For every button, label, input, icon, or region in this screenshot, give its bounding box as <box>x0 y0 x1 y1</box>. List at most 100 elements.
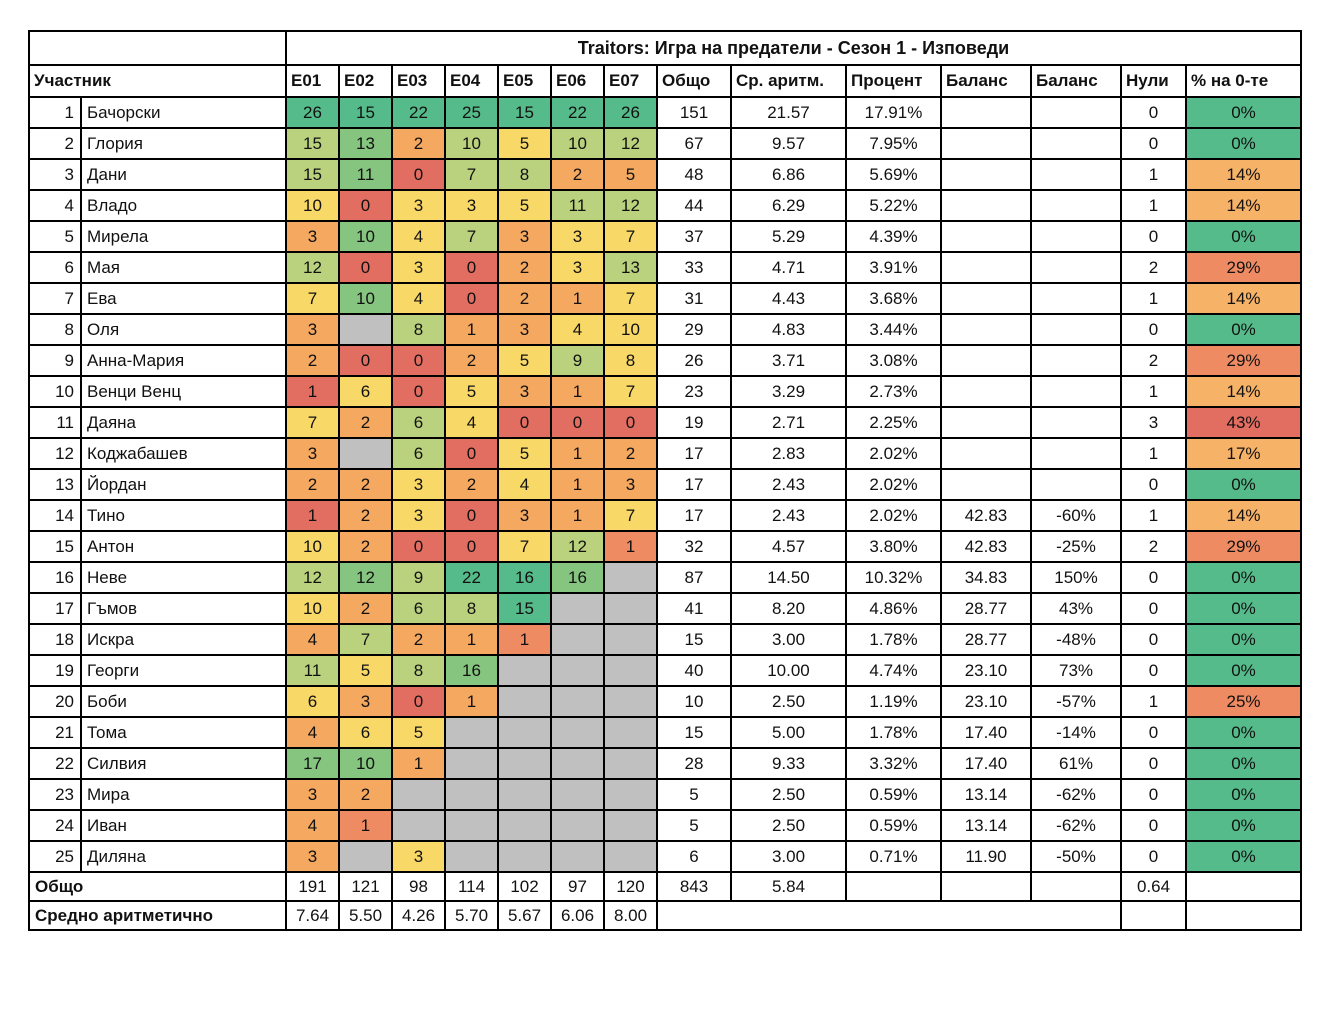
cell-e03[interactable]: 0 <box>391 158 446 191</box>
cell-e03[interactable]: 1 <box>391 747 446 780</box>
cell-e06[interactable]: 0 <box>550 406 605 439</box>
cell-e05[interactable] <box>497 654 552 687</box>
row-number[interactable]: 7 <box>28 282 82 315</box>
cell-e04[interactable]: 4 <box>444 406 499 439</box>
participant-name[interactable]: Искра <box>80 623 287 656</box>
header-e03[interactable]: E03 <box>391 64 446 98</box>
cell-balance-1[interactable] <box>940 437 1032 470</box>
cell-e06[interactable]: 12 <box>550 530 605 563</box>
cell-e07[interactable] <box>603 623 658 656</box>
cell-total[interactable]: 17 <box>656 468 732 501</box>
cell-zeros[interactable]: 1 <box>1120 685 1187 718</box>
cell-average[interactable]: 14.50 <box>730 561 847 594</box>
cell-e01[interactable]: 10 <box>285 530 340 563</box>
cell-percent[interactable]: 3.68% <box>845 282 942 315</box>
cell-percent[interactable]: 1.19% <box>845 685 942 718</box>
cell-balance-2[interactable]: -60% <box>1030 499 1122 532</box>
cell-average[interactable]: 4.57 <box>730 530 847 563</box>
participant-name[interactable]: Гъмов <box>80 592 287 625</box>
row-number[interactable]: 12 <box>28 437 82 470</box>
participant-name[interactable]: Бачорски <box>80 96 287 129</box>
cell-e05[interactable]: 5 <box>497 344 552 377</box>
cell-e03[interactable]: 2 <box>391 127 446 160</box>
cell-percent[interactable]: 3.32% <box>845 747 942 780</box>
cell-e05[interactable]: 8 <box>497 158 552 191</box>
header-e07[interactable]: E07 <box>603 64 658 98</box>
means-e06[interactable]: 6.06 <box>550 900 605 931</box>
cell-e06[interactable] <box>550 747 605 780</box>
cell-e01[interactable]: 3 <box>285 220 340 253</box>
cell-e06[interactable]: 2 <box>550 158 605 191</box>
cell-balance-1[interactable] <box>940 189 1032 222</box>
cell-percent[interactable]: 10.32% <box>845 561 942 594</box>
participant-name[interactable]: Глория <box>80 127 287 160</box>
cell-e04[interactable] <box>444 809 499 842</box>
cell-balance-1[interactable]: 17.40 <box>940 716 1032 749</box>
header-total[interactable]: Общо <box>656 64 732 98</box>
cell-e04[interactable] <box>444 840 499 873</box>
participant-name[interactable]: Венци Венц <box>80 375 287 408</box>
participant-name[interactable]: Владо <box>80 189 287 222</box>
cell-e06[interactable] <box>550 809 605 842</box>
cell-e04[interactable]: 25 <box>444 96 499 129</box>
cell-balance-2[interactable] <box>1030 313 1122 346</box>
participant-name[interactable]: Диляна <box>80 840 287 873</box>
totals-balance-2[interactable] <box>1030 871 1122 902</box>
cell-e04[interactable]: 0 <box>444 530 499 563</box>
cell-percent[interactable]: 2.73% <box>845 375 942 408</box>
cell-average[interactable]: 6.29 <box>730 189 847 222</box>
cell-zero-pct[interactable]: 0% <box>1185 127 1302 160</box>
cell-e06[interactable]: 22 <box>550 96 605 129</box>
cell-balance-1[interactable]: 28.77 <box>940 623 1032 656</box>
cell-balance-2[interactable] <box>1030 282 1122 315</box>
cell-e04[interactable]: 8 <box>444 592 499 625</box>
cell-total[interactable]: 67 <box>656 127 732 160</box>
cell-balance-1[interactable] <box>940 344 1032 377</box>
cell-e05[interactable]: 5 <box>497 127 552 160</box>
means-e07[interactable]: 8.00 <box>603 900 658 931</box>
cell-e07[interactable]: 8 <box>603 344 658 377</box>
cell-e07[interactable] <box>603 716 658 749</box>
cell-balance-1[interactable]: 34.83 <box>940 561 1032 594</box>
participant-name[interactable]: Коджабашев <box>80 437 287 470</box>
cell-total[interactable]: 19 <box>656 406 732 439</box>
cell-e06[interactable]: 1 <box>550 375 605 408</box>
totals-e03[interactable]: 98 <box>391 871 446 902</box>
cell-e05[interactable]: 15 <box>497 96 552 129</box>
corner-cell[interactable] <box>28 30 287 66</box>
cell-balance-2[interactable]: 150% <box>1030 561 1122 594</box>
participant-name[interactable]: Иван <box>80 809 287 842</box>
cell-zeros[interactable]: 0 <box>1120 654 1187 687</box>
cell-average[interactable]: 9.33 <box>730 747 847 780</box>
participant-name[interactable]: Мира <box>80 778 287 811</box>
cell-average[interactable]: 2.71 <box>730 406 847 439</box>
cell-zero-pct[interactable]: 14% <box>1185 375 1302 408</box>
header-e06[interactable]: E06 <box>550 64 605 98</box>
cell-total[interactable]: 15 <box>656 716 732 749</box>
cell-e01[interactable]: 3 <box>285 778 340 811</box>
cell-e05[interactable] <box>497 809 552 842</box>
cell-percent[interactable]: 5.69% <box>845 158 942 191</box>
cell-e06[interactable]: 16 <box>550 561 605 594</box>
cell-e07[interactable]: 10 <box>603 313 658 346</box>
cell-zero-pct[interactable]: 0% <box>1185 561 1302 594</box>
cell-average[interactable]: 2.50 <box>730 809 847 842</box>
cell-average[interactable]: 10.00 <box>730 654 847 687</box>
means-e03[interactable]: 4.26 <box>391 900 446 931</box>
cell-zero-pct[interactable]: 0% <box>1185 96 1302 129</box>
cell-e07[interactable]: 7 <box>603 220 658 253</box>
cell-zeros[interactable]: 1 <box>1120 375 1187 408</box>
cell-e02[interactable]: 2 <box>338 499 393 532</box>
cell-e03[interactable]: 0 <box>391 685 446 718</box>
cell-e07[interactable]: 13 <box>603 251 658 284</box>
cell-balance-2[interactable]: -57% <box>1030 685 1122 718</box>
cell-e06[interactable]: 1 <box>550 282 605 315</box>
cell-total[interactable]: 32 <box>656 530 732 563</box>
row-number[interactable]: 1 <box>28 96 82 129</box>
cell-average[interactable]: 21.57 <box>730 96 847 129</box>
cell-e07[interactable]: 12 <box>603 189 658 222</box>
cell-percent[interactable]: 5.22% <box>845 189 942 222</box>
cell-total[interactable]: 6 <box>656 840 732 873</box>
cell-zeros[interactable]: 1 <box>1120 282 1187 315</box>
cell-total[interactable]: 41 <box>656 592 732 625</box>
